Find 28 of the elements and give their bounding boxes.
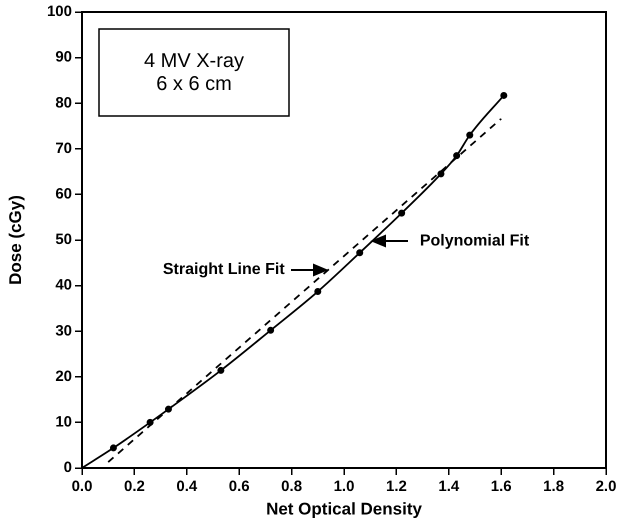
x-tick-label: 1.4 (438, 478, 460, 496)
x-tick-label: 1.0 (334, 478, 354, 496)
x-tick-label: 0.6 (228, 478, 250, 496)
annotation: Polynomial Fit (420, 232, 530, 250)
y-tick-label: 40 (55, 276, 72, 294)
x-tick-label: 2.0 (596, 478, 616, 496)
x-tick-label: 0.2 (124, 478, 145, 496)
x-tick-label: 1.8 (543, 478, 564, 496)
x-tick-label: 0.8 (281, 478, 302, 496)
x-tick-label: 0.0 (72, 478, 92, 496)
y-tick-label: 20 (55, 368, 72, 385)
y-tick-label: 10 (55, 414, 72, 431)
y-tick-label: 90 (55, 48, 72, 66)
y-tick-label: 30 (55, 322, 72, 340)
y-tick-label: 100 (46, 3, 72, 20)
y-tick-label: 70 (55, 140, 72, 157)
text: 4 MV X-ray (144, 50, 244, 72)
y-tick-label: 80 (55, 94, 72, 112)
annotation: Straight Line Fit (162, 261, 286, 278)
y-axis-title: Dose (cGy) (6, 195, 25, 285)
x-tick-label: 0.4 (176, 478, 198, 496)
text: 6 x 6 cm (156, 73, 232, 96)
y-tick-label: 50 (55, 231, 72, 248)
y-tick-label: 60 (55, 186, 72, 203)
x-tick-label: 1.2 (386, 478, 407, 496)
x-axis-title: Net Optical Density (266, 499, 422, 518)
y-tick-label: 0 (64, 459, 72, 476)
x-tick-label: 1.6 (490, 478, 512, 496)
